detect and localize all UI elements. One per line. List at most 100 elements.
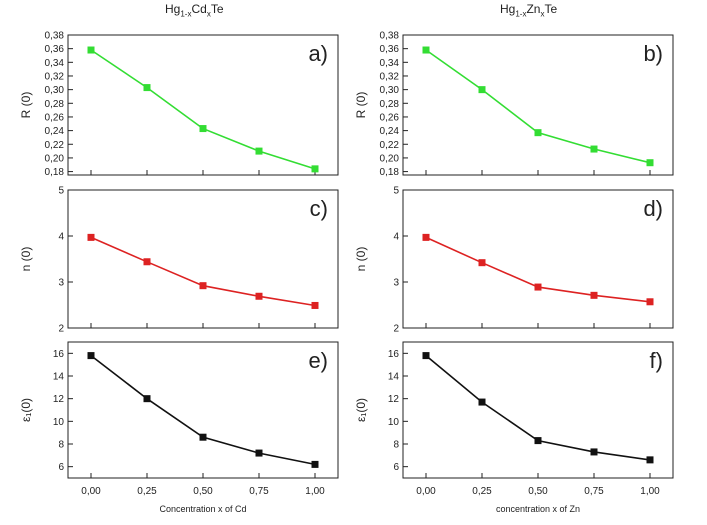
panel-c-ylabel: n (0): [19, 247, 33, 272]
panel-c-ytick-label: 3: [58, 278, 64, 289]
panel-a-ytick-label: 0,22: [45, 140, 65, 151]
panel-b-ytick-label: 0,30: [380, 85, 400, 96]
panel-a-data-point: [87, 46, 95, 54]
panel-a-series-line: [90, 49, 316, 170]
panel-b-ytick-label: 0,34: [380, 58, 400, 69]
panel-c-label: c): [310, 196, 328, 221]
panel-c-series-line: [90, 236, 316, 307]
panel-b-data-point: [646, 159, 654, 167]
panel-d-ytick-label: 2: [393, 324, 399, 335]
panel-b-ytick-label: 0,28: [380, 99, 400, 110]
panel-c-data-point: [87, 233, 95, 241]
panel-e-xtick-label: 0,00: [81, 486, 101, 497]
panel-f-label: f): [650, 348, 663, 373]
panel-e-ylabel: ε₁(0): [19, 398, 33, 422]
panel-a-ytick-label: 0,18: [45, 167, 65, 178]
panel-d-ylabel: n (0): [354, 247, 368, 272]
panel-b-data-point: [422, 46, 430, 54]
panel-f-ytick-label: 8: [393, 440, 399, 451]
panel-b-ytick-label: 0,32: [380, 71, 400, 82]
panel-a-ytick-label: 0,28: [45, 99, 65, 110]
panel-e-series-line: [90, 354, 316, 466]
left-column-title: Hg1-xCdxTe: [165, 2, 224, 19]
panel-d-data-point: [590, 291, 598, 299]
panel-e-frame: [67, 341, 339, 479]
panel-f-series-line: [425, 354, 651, 461]
panel-e-xtick-label: 0,25: [137, 486, 157, 497]
panel-c-ytick-label: 5: [58, 186, 64, 197]
panel-d-ytick-label: 5: [393, 186, 399, 197]
panel-e-ytick-label: 14: [53, 372, 65, 383]
panel-a-ytick-label: 0,30: [45, 85, 65, 96]
panel-b-ytick-label: 0,22: [380, 140, 400, 151]
panel-b-data-point: [590, 145, 598, 153]
panel-a-label: a): [308, 41, 328, 66]
panel-d-data-point: [534, 283, 542, 291]
panel-f-ytick-label: 10: [388, 417, 400, 428]
panel-c-data-point: [311, 301, 319, 309]
panel-b-series-line: [425, 49, 651, 164]
panel-b-ytick-label: 0,36: [380, 44, 400, 55]
panel-b-frame: [402, 34, 674, 176]
right-column-title: Hg1-xZnxTe: [500, 2, 558, 19]
panel-e-label: e): [308, 348, 328, 373]
panel-a-ytick-label: 0,24: [45, 126, 65, 137]
panel-a-data-point: [311, 165, 319, 173]
panel-c-data-point: [199, 282, 207, 290]
panel-a-ytick-label: 0,32: [45, 71, 65, 82]
panel-a-ytick-label: 0,38: [45, 31, 65, 42]
panel-b-ytick-label: 0,38: [380, 31, 400, 42]
panel-f-xtick-label: 0,50: [528, 486, 548, 497]
panel-f-ytick-label: 16: [388, 349, 400, 360]
panel-b-label: b): [643, 41, 663, 66]
panel-f-xtick-label: 0,25: [472, 486, 492, 497]
panel-a-data-point: [199, 125, 207, 133]
panel-e-data-point: [255, 449, 263, 457]
panel-d-ytick-label: 4: [393, 232, 399, 243]
panel-e-ytick-label: 16: [53, 349, 65, 360]
panel-b-ytick-label: 0,24: [380, 126, 400, 137]
panel-f-data-point: [646, 456, 654, 464]
panel-d-ytick-label: 3: [393, 278, 399, 289]
panel-b-ytick-label: 0,20: [380, 153, 400, 164]
panel-c-ytick-label: 2: [58, 324, 64, 335]
panel-f-xtick-label: 0,75: [584, 486, 604, 497]
panel-d-data-point: [478, 259, 486, 267]
panel-b-data-point: [534, 129, 542, 137]
panel-c-ytick-label: 4: [58, 232, 64, 243]
panel-a-frame: [67, 34, 339, 176]
panel-a-ytick-label: 0,26: [45, 112, 65, 123]
panel-a-data-point: [143, 84, 151, 92]
panel-e-xtick-label: 0,75: [249, 486, 269, 497]
panel-e-data-point: [143, 395, 151, 403]
panel-d-series-line: [425, 236, 651, 303]
panel-e-ytick-label: 8: [58, 440, 64, 451]
panel-d-frame: [402, 189, 674, 329]
panel-b-ytick-label: 0,18: [380, 167, 400, 178]
right-xaxis-label: concentration x of Zn: [496, 504, 580, 514]
panel-e-xtick-label: 1,00: [305, 486, 325, 497]
panel-b-ytick-label: 0,26: [380, 112, 400, 123]
panel-f-ytick-label: 12: [388, 394, 400, 405]
panel-c-frame: [67, 189, 339, 329]
panel-f-ytick-label: 14: [388, 372, 400, 383]
panel-a-ytick-label: 0,20: [45, 153, 65, 164]
panel-a-ytick-label: 0,34: [45, 58, 65, 69]
panel-d-label: d): [643, 196, 663, 221]
panel-e-data-point: [311, 460, 319, 468]
panel-a-ylabel: R (0): [19, 92, 33, 119]
panel-e-data-point: [199, 433, 207, 441]
panel-f-ytick-label: 6: [393, 462, 399, 473]
panel-f-data-point: [422, 352, 430, 360]
panel-e-ytick-label: 10: [53, 417, 65, 428]
panel-f-data-point: [478, 398, 486, 406]
panel-e-ytick-label: 6: [58, 462, 64, 473]
panel-e-data-point: [87, 352, 95, 360]
panel-f-ylabel: ε₁(0): [354, 398, 368, 422]
panel-a-data-point: [255, 147, 263, 155]
panel-d-data-point: [646, 298, 654, 306]
left-xaxis-label: Concentration x of Cd: [159, 504, 246, 514]
panel-c-data-point: [255, 292, 263, 300]
panel-d-data-point: [422, 233, 430, 241]
